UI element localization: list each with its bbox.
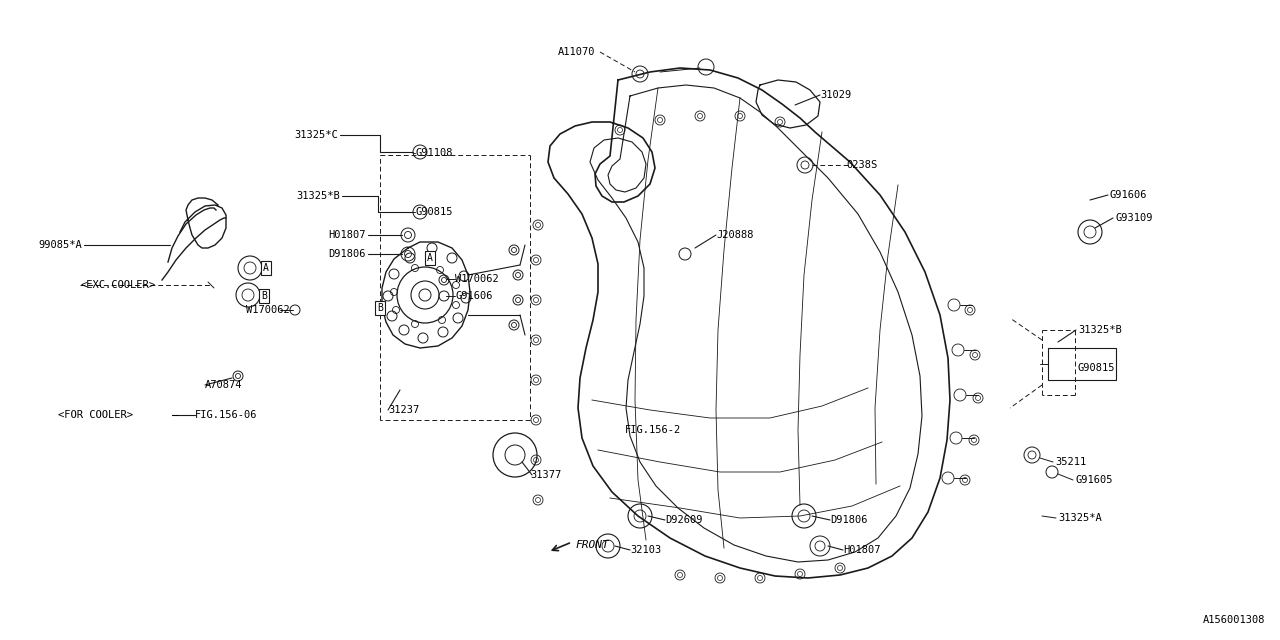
- Text: G90815: G90815: [1078, 363, 1115, 373]
- Text: G90815: G90815: [415, 207, 453, 217]
- Text: 31325*A: 31325*A: [1059, 513, 1102, 523]
- Text: A11070: A11070: [558, 47, 595, 57]
- Text: B: B: [261, 291, 268, 301]
- Text: FIG.156-2: FIG.156-2: [625, 425, 681, 435]
- Bar: [1048, 348, 1116, 380]
- Text: <FOR COOLER>: <FOR COOLER>: [58, 410, 133, 420]
- Text: B: B: [378, 303, 383, 313]
- Text: D91806: D91806: [829, 515, 868, 525]
- Text: 31325*B: 31325*B: [1078, 325, 1121, 335]
- Text: G91605: G91605: [1075, 475, 1112, 485]
- Text: A156001308: A156001308: [1202, 615, 1265, 625]
- Text: 31325*B: 31325*B: [296, 191, 340, 201]
- Text: D91806: D91806: [329, 249, 366, 259]
- Text: H01807: H01807: [844, 545, 881, 555]
- Text: G91606: G91606: [454, 291, 493, 301]
- Text: FRONT: FRONT: [575, 540, 609, 550]
- Text: 31029: 31029: [820, 90, 851, 100]
- Text: 0238S: 0238S: [846, 160, 877, 170]
- Text: W170062: W170062: [246, 305, 291, 315]
- Text: FIG.156-06: FIG.156-06: [195, 410, 257, 420]
- Text: J20888: J20888: [716, 230, 754, 240]
- Text: A70874: A70874: [205, 380, 242, 390]
- Text: 31325*C: 31325*C: [294, 130, 338, 140]
- Text: —: —: [172, 410, 178, 420]
- Text: 35211: 35211: [1055, 457, 1087, 467]
- Text: A: A: [264, 263, 269, 273]
- Text: G93109: G93109: [1115, 213, 1152, 223]
- Text: G91108: G91108: [415, 148, 453, 158]
- Text: H01807: H01807: [329, 230, 366, 240]
- Text: 31237: 31237: [388, 405, 420, 415]
- Text: 31377: 31377: [530, 470, 561, 480]
- Text: <EXC.COOLER>: <EXC.COOLER>: [81, 280, 155, 290]
- Text: D92609: D92609: [666, 515, 703, 525]
- Text: 32103: 32103: [630, 545, 662, 555]
- Text: 99085*A: 99085*A: [38, 240, 82, 250]
- Text: A: A: [428, 253, 433, 263]
- Text: W170062: W170062: [454, 274, 499, 284]
- Text: G91606: G91606: [1110, 190, 1147, 200]
